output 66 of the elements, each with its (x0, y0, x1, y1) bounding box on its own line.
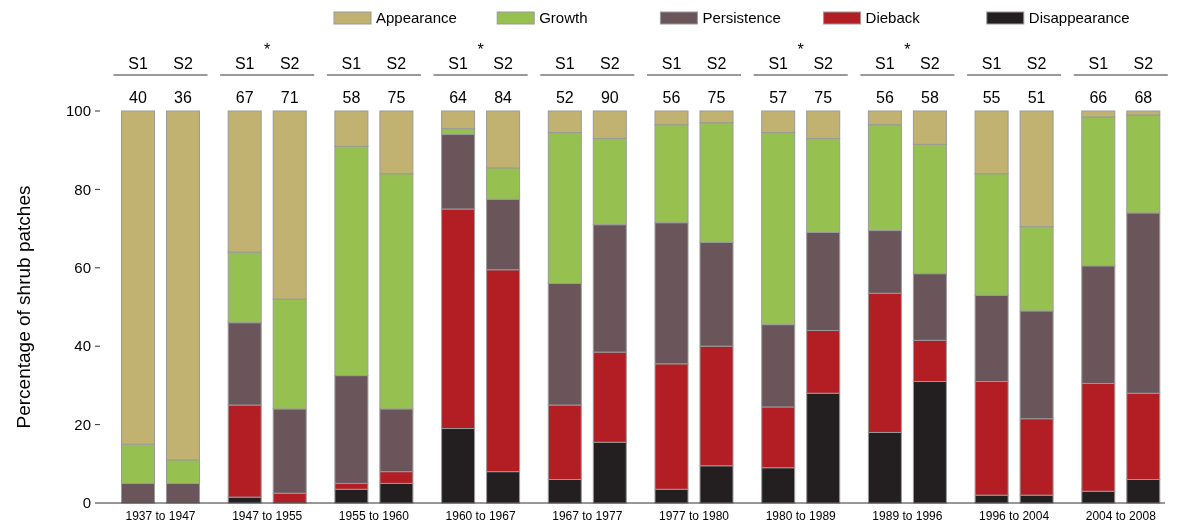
text: 64 (449, 89, 468, 106)
x-tick-label: S1 (128, 55, 148, 72)
text: 75 (814, 89, 833, 106)
text: 56 (662, 89, 681, 106)
text: 2004 to 2008 (1085, 509, 1157, 523)
x-tick-label: S2 (920, 55, 940, 72)
x-tick-label: S1 (1088, 55, 1109, 72)
x-tick-label: S2 (706, 55, 727, 72)
text: 1947 to 1955 (232, 509, 303, 523)
text: 67 (235, 89, 254, 106)
x-tick-label: S2 (1133, 55, 1154, 72)
text: 1977 to 1980 (658, 509, 730, 523)
text: 56 (876, 89, 894, 106)
text: * (904, 41, 911, 58)
x-tick-label: S1 (555, 55, 575, 72)
x-tick-label: S2 (173, 55, 193, 72)
x-tick-label: S1 (341, 55, 362, 72)
y-axis-title: Percentage of shrub patches (13, 185, 34, 429)
legend-label: Appearance (376, 9, 457, 26)
x-tick-label: S2 (600, 55, 620, 72)
text: 75 (707, 89, 726, 106)
text: * (477, 41, 484, 58)
text: 55 (982, 89, 1001, 106)
text: 51 (1027, 89, 1046, 106)
text: 1960 to 1967 (445, 509, 516, 523)
x-tick-label: S1 (768, 55, 789, 72)
text: 57 (769, 89, 788, 106)
y-tick-label: 80 (74, 180, 91, 198)
text: 36 (174, 89, 192, 106)
text: 1937 to 1947 (125, 509, 196, 523)
y-tick-label: 60 (74, 259, 91, 277)
text: 1955 to 1960 (338, 509, 410, 523)
text: 1989 to 1996 (872, 509, 943, 523)
text: 1996 to 2004 (979, 509, 1050, 523)
text: 1980 to 1989 (765, 509, 837, 523)
x-tick-label: S2 (813, 55, 834, 72)
legend-label: Persistence (702, 9, 781, 26)
text: 90 (600, 89, 619, 106)
text: * (264, 41, 271, 58)
legend-label: Disappearance (1028, 9, 1130, 26)
legend-label: Growth (539, 9, 588, 26)
x-tick-label: S2 (1026, 55, 1047, 72)
x-tick-label: S2 (493, 55, 513, 72)
y-tick-label: 0 (82, 494, 91, 512)
x-tick-label: S1 (448, 55, 468, 72)
text: 75 (387, 89, 406, 106)
text: 58 (342, 89, 361, 106)
x-tick-label: S1 (875, 55, 895, 72)
text: 66 (1089, 89, 1108, 106)
text: 71 (280, 89, 299, 106)
legend-label: Dieback (865, 9, 921, 26)
x-tick-label: S2 (279, 55, 300, 72)
text: 52 (555, 89, 574, 106)
x-tick-label: S2 (386, 55, 407, 72)
text: * (797, 41, 804, 58)
text: 40 (129, 89, 147, 106)
x-tick-label: S1 (661, 55, 682, 72)
text: 58 (921, 89, 939, 106)
y-tick-label: 100 (65, 102, 91, 120)
y-tick-label: 40 (74, 337, 91, 355)
y-tick-label: 20 (74, 415, 91, 433)
text: 1967 to 1977 (552, 509, 623, 523)
x-tick-label: S1 (234, 55, 255, 72)
text: 68 (1134, 89, 1153, 106)
text: 84 (494, 89, 513, 106)
x-tick-label: S1 (981, 55, 1002, 72)
